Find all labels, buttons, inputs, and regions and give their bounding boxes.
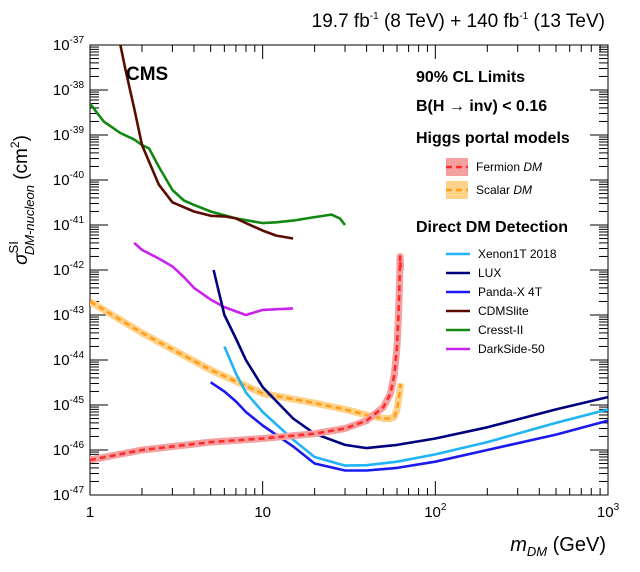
y-tick-label: 10-37	[53, 35, 85, 54]
series-scalar-dm	[90, 298, 405, 422]
legend-higgs-header: Higgs portal models	[416, 130, 570, 147]
y-tick-label: 10-41	[53, 215, 85, 234]
experiment-label: CMS	[126, 64, 168, 85]
legend-entry-scalar-dm: Scalar DM	[446, 181, 532, 199]
y-tick-label: 10-45	[53, 395, 85, 414]
legend-cl-header: 90% CL Limits	[416, 69, 525, 86]
line-cdmslite	[119, 45, 294, 240]
legend-entry-fermion-dm: Fermion DM	[446, 158, 542, 176]
y-tick-label: 10-46	[53, 440, 85, 459]
legend-label: LUX	[478, 266, 501, 280]
series-cdmslite	[119, 45, 294, 240]
series-fermion-dm	[90, 253, 405, 464]
x-tick-label: 10	[254, 504, 271, 521]
line-panda-x-4t	[209, 381, 608, 472]
y-tick-label: 10-39	[53, 125, 85, 144]
x-tick-label: 1	[86, 504, 94, 521]
legend-label: CDMSlite	[478, 304, 529, 318]
y-tick-label: 10-38	[53, 80, 85, 99]
x-tick-label: 103	[597, 502, 620, 521]
y-tick-label: 10-40	[53, 170, 85, 189]
x-axis: 1 10 102 103	[86, 45, 620, 521]
line-scalar-dm	[90, 300, 402, 420]
legend-label: DarkSide-50	[478, 342, 545, 356]
y-tick-label: 10-42	[53, 260, 85, 279]
y-tick-label: 10-43	[53, 305, 85, 324]
y-axis-label: σSIDM-nucleon (cm2)	[6, 135, 37, 265]
legend-direct-group: Xenon1T 2018 LUX Panda-X 4T CDMSlite Cresst-…	[446, 247, 557, 356]
series-lux	[212, 269, 608, 450]
x-axis-label: mDM (GeV)	[510, 534, 606, 559]
legend-entry-cdmslite: CDMSlite	[446, 304, 529, 318]
legend-entry-xenon1t-2018: Xenon1T 2018	[446, 247, 557, 261]
line-fermion-dm	[90, 255, 402, 462]
legend-entry-darkside-50: DarkSide-50	[446, 342, 545, 356]
legend-direct-header: Direct DM Detection	[416, 219, 568, 236]
legend-label: Cresst-II	[478, 323, 523, 337]
y-tick-label: 10-47	[53, 485, 85, 504]
legend-label: Fermion DM	[476, 160, 542, 174]
series-xenon1t-2018	[223, 345, 608, 467]
legend: 90% CL Limits B(H → inv) < 0.16 Higgs po…	[416, 69, 570, 356]
y-tick-label: 10-44	[53, 350, 85, 369]
series-darkside-50	[133, 241, 294, 317]
y-axis: 10-37 10-38 10-39 10-40 10-41 10-42 10-43 10-44…	[53, 35, 608, 504]
legend-label: Xenon1T 2018	[478, 247, 557, 261]
line-xenon1t-2018	[223, 345, 608, 467]
line-darkside-50	[133, 241, 294, 317]
legend-higgs-group: Fermion DM Scalar DM	[446, 158, 542, 199]
legend-entry-panda-x-4t: Panda-X 4T	[446, 285, 543, 299]
x-tick-label: 102	[424, 502, 447, 521]
line-cresst-ii	[90, 102, 347, 226]
legend-label: Panda-X 4T	[478, 285, 543, 299]
series-layer	[90, 45, 608, 472]
legend-br-header: B(H → inv) < 0.16	[416, 98, 547, 115]
line-lux	[212, 269, 608, 450]
legend-entry-lux: LUX	[446, 266, 501, 280]
series-panda-x-4t	[209, 381, 608, 472]
legend-label: Scalar DM	[476, 183, 532, 197]
series-cresst-ii	[90, 102, 347, 226]
chart-title: 19.7 fb-1 (8 TeV) + 140 fb-1 (13 TeV)	[312, 11, 605, 32]
legend-entry-cresst-ii: Cresst-II	[446, 323, 523, 337]
